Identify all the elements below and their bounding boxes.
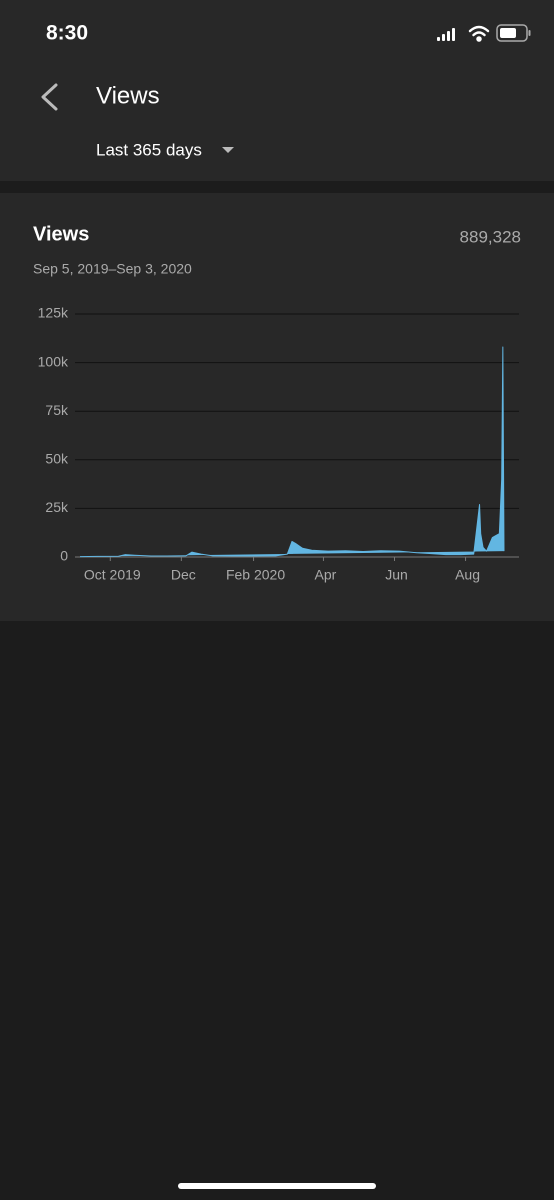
y-tick-label: 0 [60,548,68,564]
y-tick-label: 75k [45,402,69,418]
period-label: Last 365 days [96,140,202,159]
back-button[interactable] [41,83,58,111]
home-indicator [178,1183,376,1189]
x-tick-label: Apr [315,567,337,583]
dropdown-arrow [222,147,234,153]
page-title: Views [96,82,160,109]
signal-icon [437,28,455,41]
wifi-icon [468,25,490,42]
y-tick-label: 50k [45,451,69,467]
y-tick-label: 100k [38,353,69,369]
x-tick-label: Oct 2019 [84,567,141,583]
battery-icon [496,24,531,42]
card-title: Views [33,223,89,245]
date-range: Sep 5, 2019–Sep 3, 2020 [33,261,192,277]
x-tick-label: Feb 2020 [226,567,285,583]
x-tick-label: Jun [385,567,408,583]
y-tick-label: 25k [45,499,69,515]
card-bg [0,193,554,621]
status-time: 8:30 [46,22,88,45]
y-tick-label: 125k [38,305,69,321]
x-tick-label: Dec [171,567,196,583]
x-tick-label: Aug [455,567,480,583]
header-bg [0,0,554,181]
total-views: 889,328 [460,227,521,246]
separator [0,181,554,193]
period-selector[interactable]: Last 365 days [96,140,234,159]
area [79,346,505,558]
chart: 0 25k 50k 75k 100k 125k Oct 2019 Dec Feb 2020 Apr… [38,305,519,583]
